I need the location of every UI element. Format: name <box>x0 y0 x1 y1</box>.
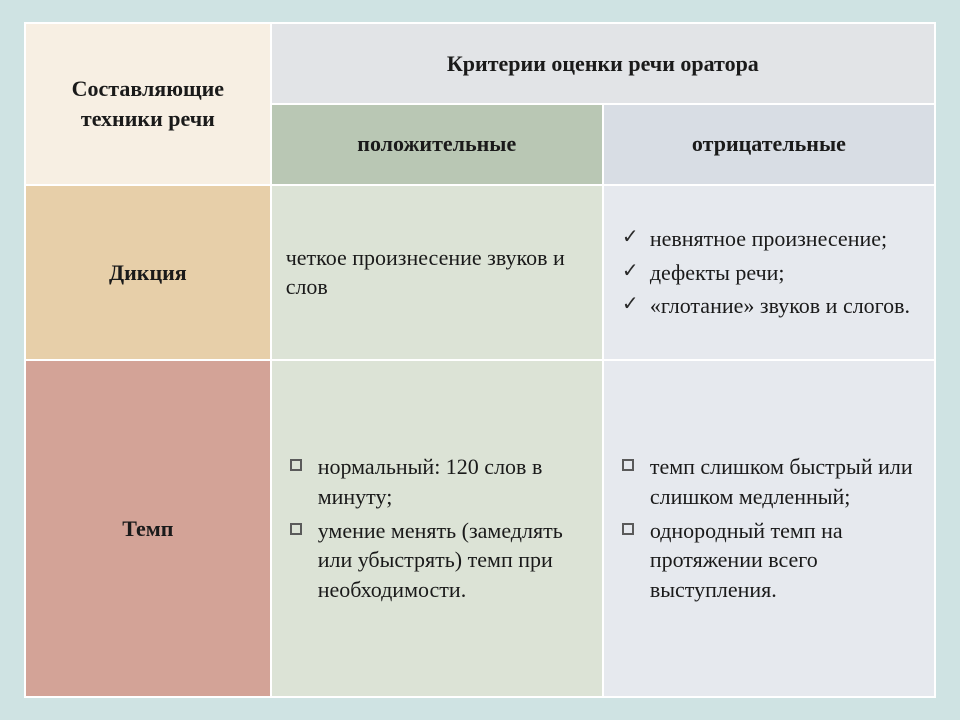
header-left-title: Составляющие техники речи <box>25 23 271 185</box>
row-label-diction: Дикция <box>25 185 271 360</box>
list-item: нормальный: 120 слов в минуту; <box>314 450 588 513</box>
cell-tempo-positive: нормальный: 120 слов в минуту; умение ме… <box>271 360 603 697</box>
tempo-negative-list: темп слишком быстрый или слишком медленн… <box>618 450 920 606</box>
criteria-table: Составляющие техники речи Критерии оценк… <box>24 22 936 698</box>
table-header-row-1: Составляющие техники речи Критерии оценк… <box>25 23 935 104</box>
list-item: однородный темп на протяжении всего выст… <box>646 514 920 607</box>
header-negative: отрицательные <box>603 104 935 185</box>
table-row: Темп нормальный: 120 слов в минуту; умен… <box>25 360 935 697</box>
diction-negative-list: невнятное произнесение; дефекты речи; «г… <box>618 222 920 323</box>
cell-tempo-negative: темп слишком быстрый или слишком медленн… <box>603 360 935 697</box>
list-item: дефекты речи; <box>646 256 920 290</box>
slide-inner: Составляющие техники речи Критерии оценк… <box>24 22 936 698</box>
list-item: темп слишком быстрый или слишком медленн… <box>646 450 920 513</box>
cell-diction-positive: четкое произнесение звуков и слов <box>271 185 603 360</box>
cell-diction-negative: невнятное произнесение; дефекты речи; «г… <box>603 185 935 360</box>
list-item: невнятное произнесение; <box>646 222 920 256</box>
list-item: «глотание» звуков и слогов. <box>646 289 920 323</box>
slide: Составляющие техники речи Критерии оценк… <box>0 0 960 720</box>
list-item: умение менять (замедлять или убыстрять) … <box>314 514 588 607</box>
header-positive: положительные <box>271 104 603 185</box>
header-top-title: Критерии оценки речи оратора <box>271 23 935 104</box>
table-row: Дикция четкое произнесение звуков и слов… <box>25 185 935 360</box>
row-label-tempo: Темп <box>25 360 271 697</box>
tempo-positive-list: нормальный: 120 слов в минуту; умение ме… <box>286 450 588 606</box>
